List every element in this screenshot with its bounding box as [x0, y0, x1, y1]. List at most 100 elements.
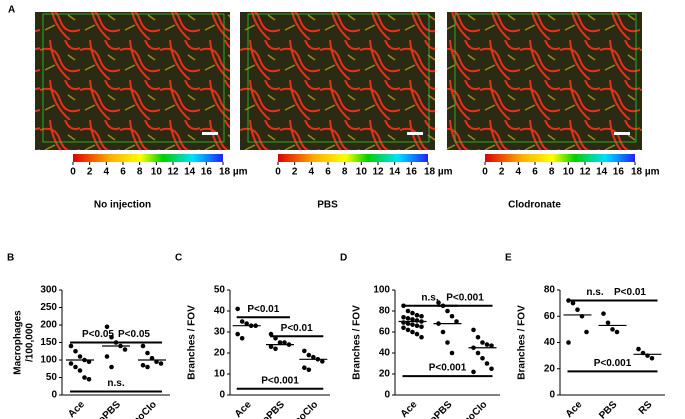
y-tick-label: 150: [40, 337, 57, 348]
y-tick-label: 100: [373, 285, 390, 296]
data-point: [414, 323, 420, 329]
data-point: [436, 300, 441, 305]
data-point: [605, 320, 611, 326]
data-point: [410, 329, 415, 335]
x-tick-label: LipoClo: [125, 399, 159, 419]
colorbar-tick-label: 8: [137, 167, 143, 178]
colorbar-tick-label: 8: [549, 167, 555, 178]
y-tick-label: 20: [544, 363, 556, 374]
data-point: [419, 313, 424, 319]
y-tick-label: 0: [549, 390, 555, 401]
comparison-label: n.s.: [586, 287, 603, 298]
data-point: [277, 340, 283, 345]
data-point: [489, 366, 494, 372]
comparison-label: P<0.01: [247, 304, 279, 315]
y-tick-label: 10: [214, 369, 226, 380]
comparison-label: P<0.001: [446, 292, 484, 303]
data-point: [145, 364, 150, 370]
data-point: [445, 340, 450, 345]
y-tick-label: 0: [51, 390, 57, 401]
colorbar-tick-label: 12: [579, 167, 591, 178]
data-point: [401, 325, 406, 331]
x-tick-label: LipoPBS: [86, 399, 123, 419]
data-point: [570, 300, 576, 306]
data-point: [449, 350, 455, 356]
data-point: [239, 336, 245, 341]
micrograph-frame: [42, 13, 225, 143]
data-point: [454, 319, 459, 324]
data-point: [282, 340, 287, 345]
colorbar-tick-label: 0: [482, 167, 488, 178]
data-point: [68, 361, 74, 366]
data-point: [235, 306, 240, 312]
data-point: [489, 343, 494, 348]
x-tick-label: LipoPBS: [417, 399, 454, 419]
y-tick-label: 200: [40, 320, 57, 331]
y-axis-label: Branches / FOV: [517, 305, 528, 380]
panel-label: A: [8, 5, 15, 16]
data-point: [302, 365, 307, 371]
comparison-label: P<0.05: [118, 329, 150, 340]
data-point: [484, 342, 490, 347]
data-point: [140, 343, 146, 349]
colorbar-tick-label: 12: [167, 167, 179, 178]
micrograph: [240, 12, 435, 150]
y-tick-label: 50: [214, 285, 226, 296]
colorbar-tick-label: 16: [406, 167, 418, 178]
y-tick-label: 60: [379, 327, 391, 338]
colorbar-tick-label: 18 µm: [631, 167, 660, 178]
comparison-label: P<0.001: [594, 358, 632, 369]
colorbar-tick-label: 2: [292, 167, 298, 178]
data-point: [475, 350, 481, 356]
data-point: [614, 329, 620, 335]
y-tick-label: 20: [214, 348, 226, 359]
colorbar-tick-label: 10: [356, 167, 368, 178]
colorbar-tick-label: 14: [389, 167, 401, 178]
x-tick-label: Ace: [233, 399, 254, 419]
data-point: [239, 319, 245, 324]
data-point: [480, 355, 485, 361]
data-point: [273, 346, 278, 352]
y-tick-label: 50: [46, 372, 58, 383]
micrograph-frame: [454, 13, 637, 143]
y-tick-label: 0: [219, 390, 225, 401]
colorbar-tick-label: 10: [151, 167, 163, 178]
data-point: [306, 352, 312, 358]
data-point: [475, 334, 481, 340]
colorbar-tick-label: 4: [516, 167, 522, 178]
data-point: [77, 354, 83, 359]
data-point: [268, 344, 274, 350]
colorbar-tick-label: 18 µm: [424, 167, 453, 178]
data-point: [636, 346, 641, 352]
caption: No injection: [94, 200, 151, 211]
data-point: [405, 321, 411, 326]
colorbar-tick-label: 0: [70, 167, 76, 178]
data-point: [109, 364, 114, 370]
colorbar-tick-label: 2: [87, 167, 93, 178]
data-point: [414, 312, 420, 318]
data-point: [440, 329, 446, 335]
colorbar-tick-label: 12: [372, 167, 384, 178]
comparison-label: P<0.01: [614, 287, 646, 298]
data-point: [320, 359, 325, 364]
data-point: [480, 340, 485, 345]
panel-label: C: [175, 253, 182, 264]
y-tick-label: 300: [40, 285, 57, 296]
data-point: [109, 334, 114, 340]
y-tick-label: 0: [384, 390, 390, 401]
x-tick-label: Ace: [564, 399, 585, 419]
colorbar-tick-label: 8: [342, 167, 348, 178]
data-point: [414, 331, 420, 337]
data-point: [302, 348, 307, 354]
data-point: [158, 361, 164, 366]
data-point: [419, 324, 424, 330]
y-tick-label: 40: [379, 348, 391, 359]
data-point: [575, 307, 580, 312]
comparison-label: n.s.: [421, 292, 438, 303]
panel-label: B: [7, 253, 14, 264]
colorbar-tick-label: 4: [104, 167, 110, 178]
micrograph-frame: [247, 13, 430, 143]
data-point: [401, 315, 406, 320]
data-point: [86, 376, 92, 382]
micrograph: [35, 12, 230, 150]
